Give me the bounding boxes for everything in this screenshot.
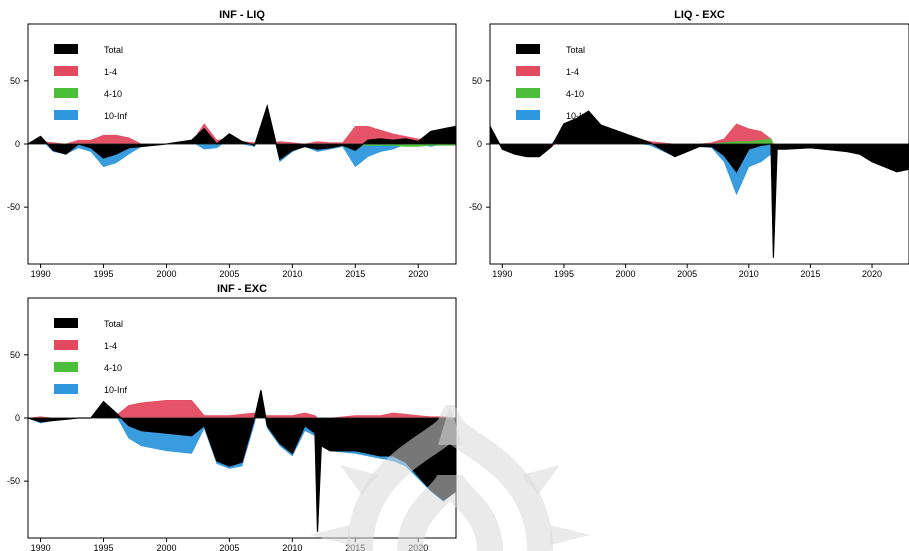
panel-liq-exc-x-tick-label-2000: 2000 — [616, 269, 636, 279]
sunburst-watermark-icon — [310, 405, 590, 551]
panel-liq-exc-legend-swatch-1-4 — [516, 66, 540, 76]
panel-liq-exc-series-total — [490, 110, 909, 258]
panel-inf-exc-y-tick-label-0: 50 — [10, 350, 20, 360]
panel-liq-exc-x-tick-label-2005: 2005 — [677, 269, 697, 279]
panel-inf-liq-x-tick-label-2015: 2015 — [345, 269, 365, 279]
panel-liq-exc-x-tick-label-2010: 2010 — [739, 269, 759, 279]
panel-inf-exc-legend-label-4-10: 4-10 — [104, 363, 122, 373]
panel-inf-exc-x-tick-label-1990: 1990 — [31, 543, 51, 551]
panel-liq-exc-x-tick-label-1995: 1995 — [554, 269, 574, 279]
panel-inf-exc-title: INF - EXC — [217, 283, 267, 295]
panel-inf-exc-legend-label-total: Total — [104, 319, 123, 329]
panel-inf-liq: INF - LIQ 1990 1995 2000 2005 2010 2015 2020 50 0… — [7, 9, 457, 279]
panel-liq-exc-y-tick-label-0: 50 — [472, 76, 482, 86]
panel-inf-liq-x-tick-label-1990: 1990 — [31, 269, 51, 279]
panel-inf-liq-legend-swatch-total — [54, 44, 78, 54]
panel-inf-liq-x-tick-label-2020: 2020 — [408, 269, 428, 279]
panel-liq-exc-series-10-inf — [490, 125, 909, 196]
panel-inf-liq-legend: Total 1-4 4-10 10-Inf — [54, 44, 128, 121]
panel-liq-exc-legend-swatch-4-10 — [516, 88, 540, 98]
panel-liq-exc-plot-area — [490, 110, 909, 258]
panel-inf-exc-legend-label-10-inf: 10-Inf — [104, 385, 128, 395]
panel-liq-exc-legend-swatch-total — [516, 44, 540, 54]
panel-liq-exc-y-tick-label-1: 0 — [477, 139, 482, 149]
panel-inf-liq-y-tick-label-2: -50 — [7, 202, 20, 212]
panel-inf-exc-legend-label-1-4: 1-4 — [104, 341, 117, 351]
panel-inf-exc-y-tick-label-2: -50 — [7, 476, 20, 486]
panel-inf-exc-legend-swatch-10-inf — [54, 384, 78, 394]
panel-inf-liq-title: INF - LIQ — [219, 9, 265, 21]
panel-inf-exc-legend-swatch-total — [54, 318, 78, 328]
panel-liq-exc-legend-label-4-10: 4-10 — [566, 89, 584, 99]
panel-inf-liq-x-tick-label-1995: 1995 — [94, 269, 114, 279]
panel-inf-exc-x-tick-label-1995: 1995 — [94, 543, 114, 551]
panel-liq-exc-legend-label-10-inf: 10-Inf — [566, 111, 590, 121]
panel-inf-exc-y-tick-label-1: 0 — [15, 413, 20, 423]
panel-inf-liq-legend-swatch-10-inf — [54, 110, 78, 120]
panel-inf-exc-legend-swatch-4-10 — [54, 362, 78, 372]
panel-inf-exc-x-tick-label-2010: 2010 — [282, 543, 302, 551]
panel-inf-exc-legend-swatch-1-4 — [54, 340, 78, 350]
panel-inf-exc-x-tick-label-2000: 2000 — [156, 543, 176, 551]
panel-inf-liq-legend-swatch-4-10 — [54, 88, 78, 98]
panel-inf-liq-y-tick-label-1: 0 — [15, 139, 20, 149]
panel-liq-exc-y-tick-label-2: -50 — [469, 202, 482, 212]
panel-inf-liq-x-tick-label-2005: 2005 — [219, 269, 239, 279]
panel-inf-liq-legend-label-4-10: 4-10 — [104, 89, 122, 99]
panel-inf-liq-legend-swatch-1-4 — [54, 66, 78, 76]
panel-liq-exc-x-tick-label-1990: 1990 — [492, 269, 512, 279]
panel-liq-exc-title: LIQ - EXC — [674, 9, 725, 21]
panel-liq-exc-legend-label-1-4: 1-4 — [566, 67, 579, 77]
panel-inf-liq-legend-label-total: Total — [104, 45, 123, 55]
panel-inf-liq-plot-area — [28, 103, 456, 168]
panel-liq-exc-legend: Total 1-4 4-10 10-Inf — [516, 44, 590, 121]
panel-liq-exc-legend-label-total: Total — [566, 45, 585, 55]
panel-inf-liq-series-total-line — [28, 103, 456, 161]
panel-inf-liq-y-tick-label-0: 50 — [10, 76, 20, 86]
panel-inf-liq-x-tick-label-2010: 2010 — [282, 269, 302, 279]
panel-liq-exc-legend-swatch-10-inf — [516, 110, 540, 120]
panel-liq-exc-x-tick-label-2020: 2020 — [862, 269, 882, 279]
panel-liq-exc: LIQ - EXC 1990 1995 2000 2005 2010 2015 2020 50 0… — [469, 9, 909, 279]
panel-inf-liq-legend-label-1-4: 1-4 — [104, 67, 117, 77]
panel-liq-exc-x-tick-label-2015: 2015 — [800, 269, 820, 279]
panel-inf-exc-series-total-line — [28, 390, 456, 532]
panel-inf-exc-legend: Total 1-4 4-10 10-Inf — [54, 318, 128, 395]
panel-inf-liq-x-tick-label-2000: 2000 — [156, 269, 176, 279]
panel-inf-exc-x-tick-label-2005: 2005 — [219, 543, 239, 551]
panel-inf-exc-plot-area — [28, 390, 456, 532]
panel-inf-liq-legend-label-10-inf: 10-Inf — [104, 111, 128, 121]
panel-liq-exc-series-total-line — [490, 110, 909, 258]
